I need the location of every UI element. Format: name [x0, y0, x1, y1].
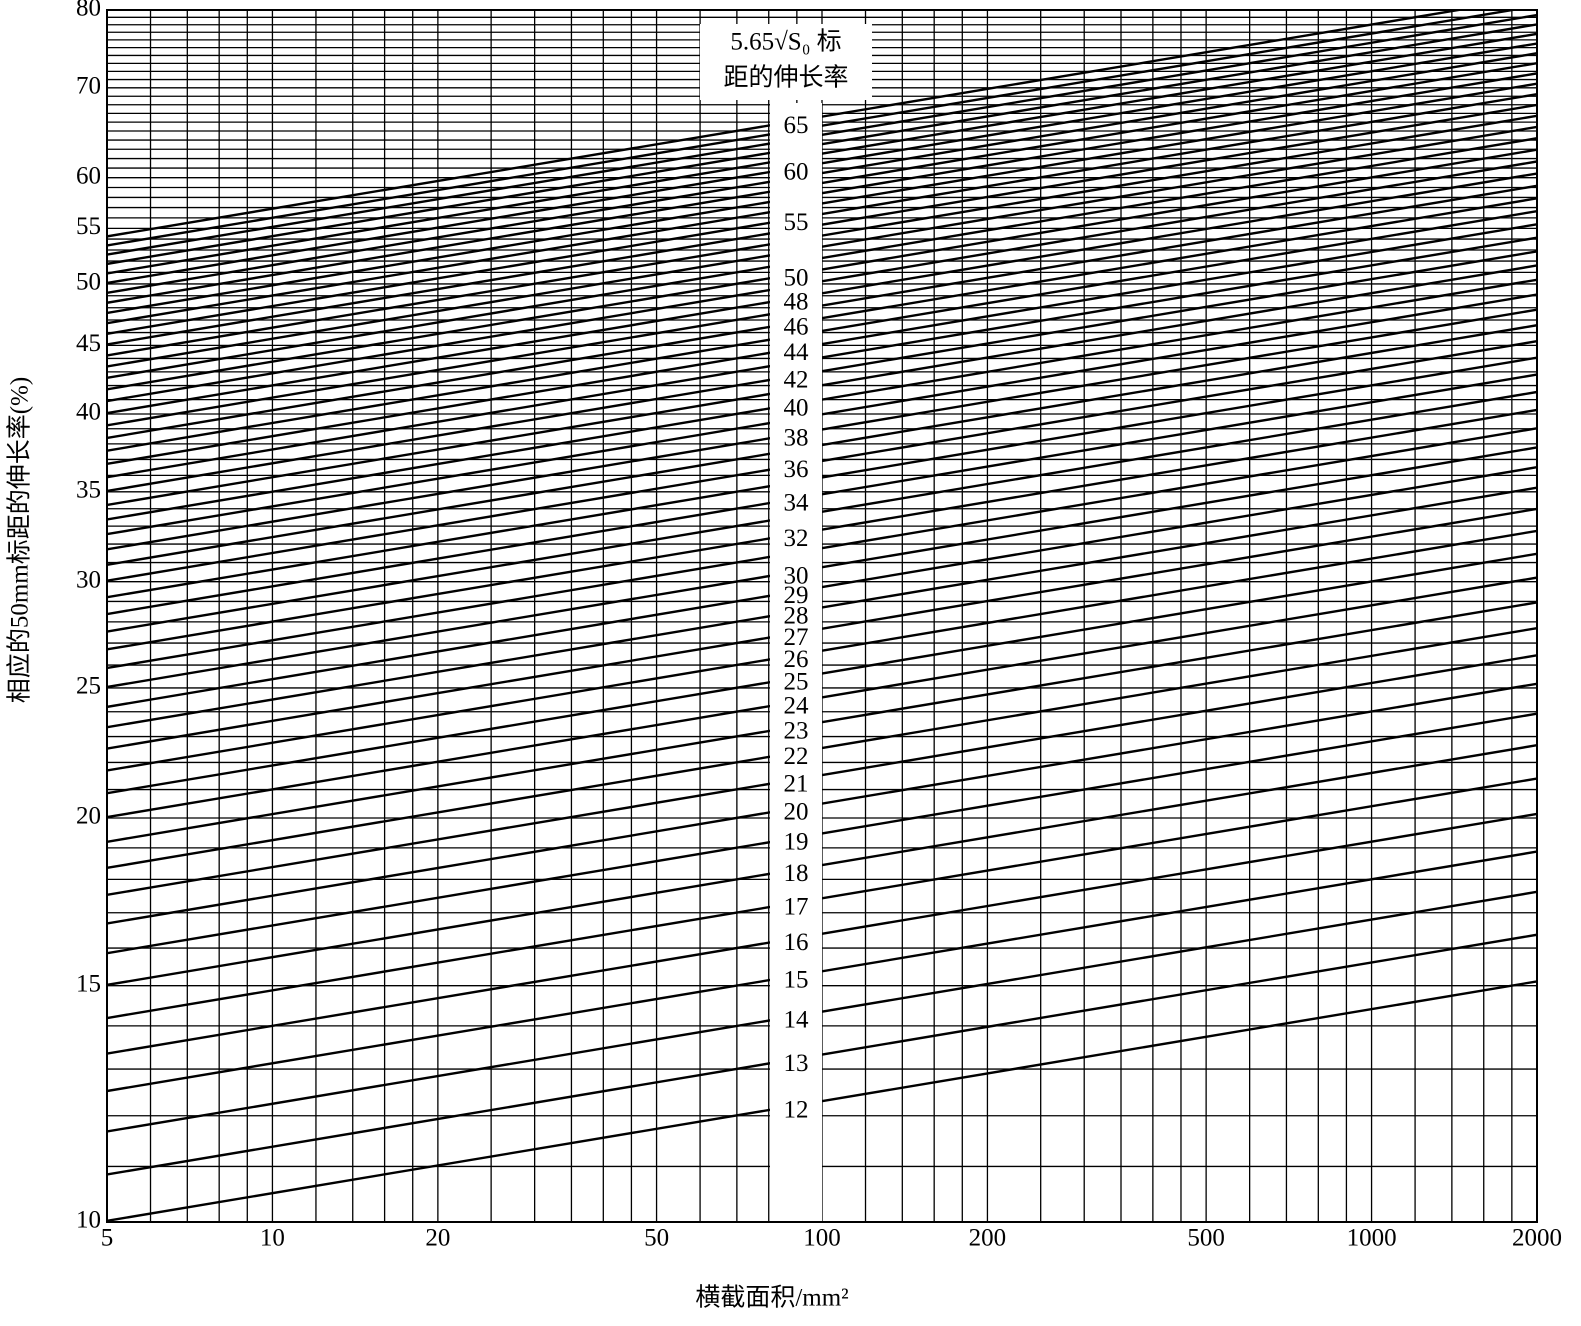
center-label: 26 — [784, 646, 809, 673]
x-tick-label: 2000 — [1512, 1225, 1562, 1252]
x-tick-label: 1000 — [1347, 1225, 1397, 1252]
center-label: 19 — [784, 829, 809, 856]
y-tick-label: 45 — [76, 330, 101, 357]
center-label: 48 — [784, 288, 809, 315]
x-axis-label: 横截面积/mm² — [695, 1284, 848, 1312]
x-tick-label: 200 — [969, 1225, 1007, 1252]
y-tick-label: 80 — [76, 0, 101, 22]
center-label: 25 — [784, 669, 809, 696]
center-label: 12 — [784, 1096, 809, 1123]
x-tick-label: 5 — [101, 1225, 114, 1252]
y-tick-label: 20 — [76, 803, 101, 830]
center-label: 20 — [784, 799, 809, 826]
y-tick-label: 50 — [76, 269, 101, 296]
title-line: 5.65√S₀ 标 — [730, 28, 841, 56]
x-tick-label: 100 — [803, 1225, 841, 1252]
center-label: 13 — [784, 1050, 809, 1077]
center-label: 38 — [784, 425, 809, 452]
x-tick-label: 500 — [1187, 1225, 1225, 1252]
center-label: 21 — [784, 770, 809, 797]
center-label: 34 — [784, 489, 810, 516]
y-axis-label: 相应的50mm标距的伸长率(%) — [6, 377, 34, 703]
y-tick-label: 30 — [76, 566, 101, 593]
title-box — [700, 24, 872, 100]
center-label: 14 — [784, 1007, 810, 1034]
y-tick-label: 25 — [76, 673, 101, 700]
center-label: 65 — [784, 112, 809, 139]
center-label: 28 — [784, 603, 809, 630]
x-tick-label: 20 — [425, 1225, 450, 1252]
center-label: 29 — [784, 582, 809, 609]
y-tick-label: 70 — [76, 73, 101, 100]
x-tick-label: 10 — [260, 1225, 285, 1252]
center-label: 55 — [784, 209, 809, 236]
label-gap — [770, 103, 822, 1221]
center-label: 22 — [784, 743, 809, 770]
center-label: 42 — [784, 366, 809, 393]
center-label: 32 — [784, 525, 809, 552]
center-label: 17 — [784, 893, 809, 920]
y-tick-label: 55 — [76, 213, 101, 240]
center-label: 50 — [784, 265, 809, 292]
y-tick-label: 60 — [76, 162, 101, 189]
x-tick-label: 50 — [644, 1225, 669, 1252]
center-label: 46 — [784, 313, 809, 340]
center-label: 40 — [784, 395, 809, 422]
center-label: 27 — [784, 624, 809, 651]
center-label: 24 — [784, 692, 810, 719]
y-tick-label: 15 — [76, 970, 101, 997]
plot-frame — [106, 9, 1538, 1223]
y-tick-label: 35 — [76, 477, 101, 504]
title-line: 距的伸长率 — [723, 64, 848, 92]
center-label: 36 — [784, 456, 809, 483]
center-label: 30 — [784, 562, 809, 589]
center-label: 15 — [784, 966, 809, 993]
center-label: 44 — [784, 339, 810, 366]
y-tick-label: 10 — [76, 1207, 101, 1234]
labels: 5 10 20 50 100 200 500 1000 20001015202530354045… — [76, 0, 1562, 1252]
center-label: 18 — [784, 860, 809, 887]
center-label: 16 — [784, 929, 809, 956]
y-tick-label: 40 — [76, 399, 101, 426]
center-label: 60 — [784, 158, 809, 185]
center-label: 23 — [784, 717, 809, 744]
